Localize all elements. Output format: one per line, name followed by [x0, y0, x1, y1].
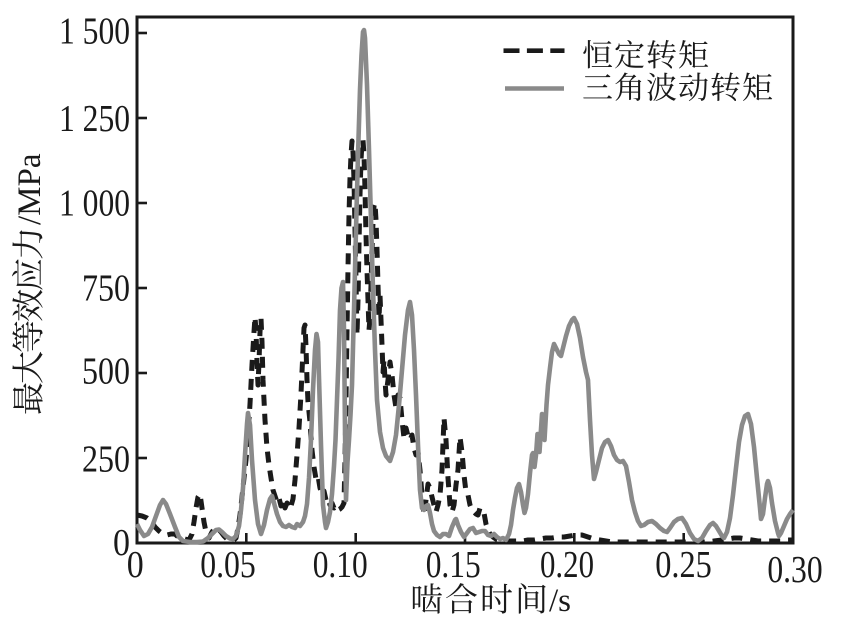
svg-text:0: 0 [127, 544, 144, 586]
svg-text:0.15: 0.15 [426, 544, 481, 586]
svg-text:1 000: 1 000 [59, 183, 130, 225]
svg-text:/MPa: /MPa [12, 153, 48, 225]
svg-text:750: 750 [82, 268, 130, 310]
svg-text:0.30: 0.30 [767, 549, 822, 591]
svg-text:250: 250 [82, 439, 130, 481]
svg-text:1 250: 1 250 [59, 98, 130, 140]
svg-text:/s: /s [549, 583, 571, 619]
svg-text:500: 500 [82, 351, 130, 393]
svg-text:0.20: 0.20 [540, 544, 594, 586]
svg-text:0.25: 0.25 [655, 544, 712, 586]
svg-text:0: 0 [113, 522, 130, 564]
svg-text:0.10: 0.10 [313, 544, 368, 586]
svg-text:1 500: 1 500 [59, 11, 130, 53]
svg-text:0.05: 0.05 [200, 544, 256, 586]
